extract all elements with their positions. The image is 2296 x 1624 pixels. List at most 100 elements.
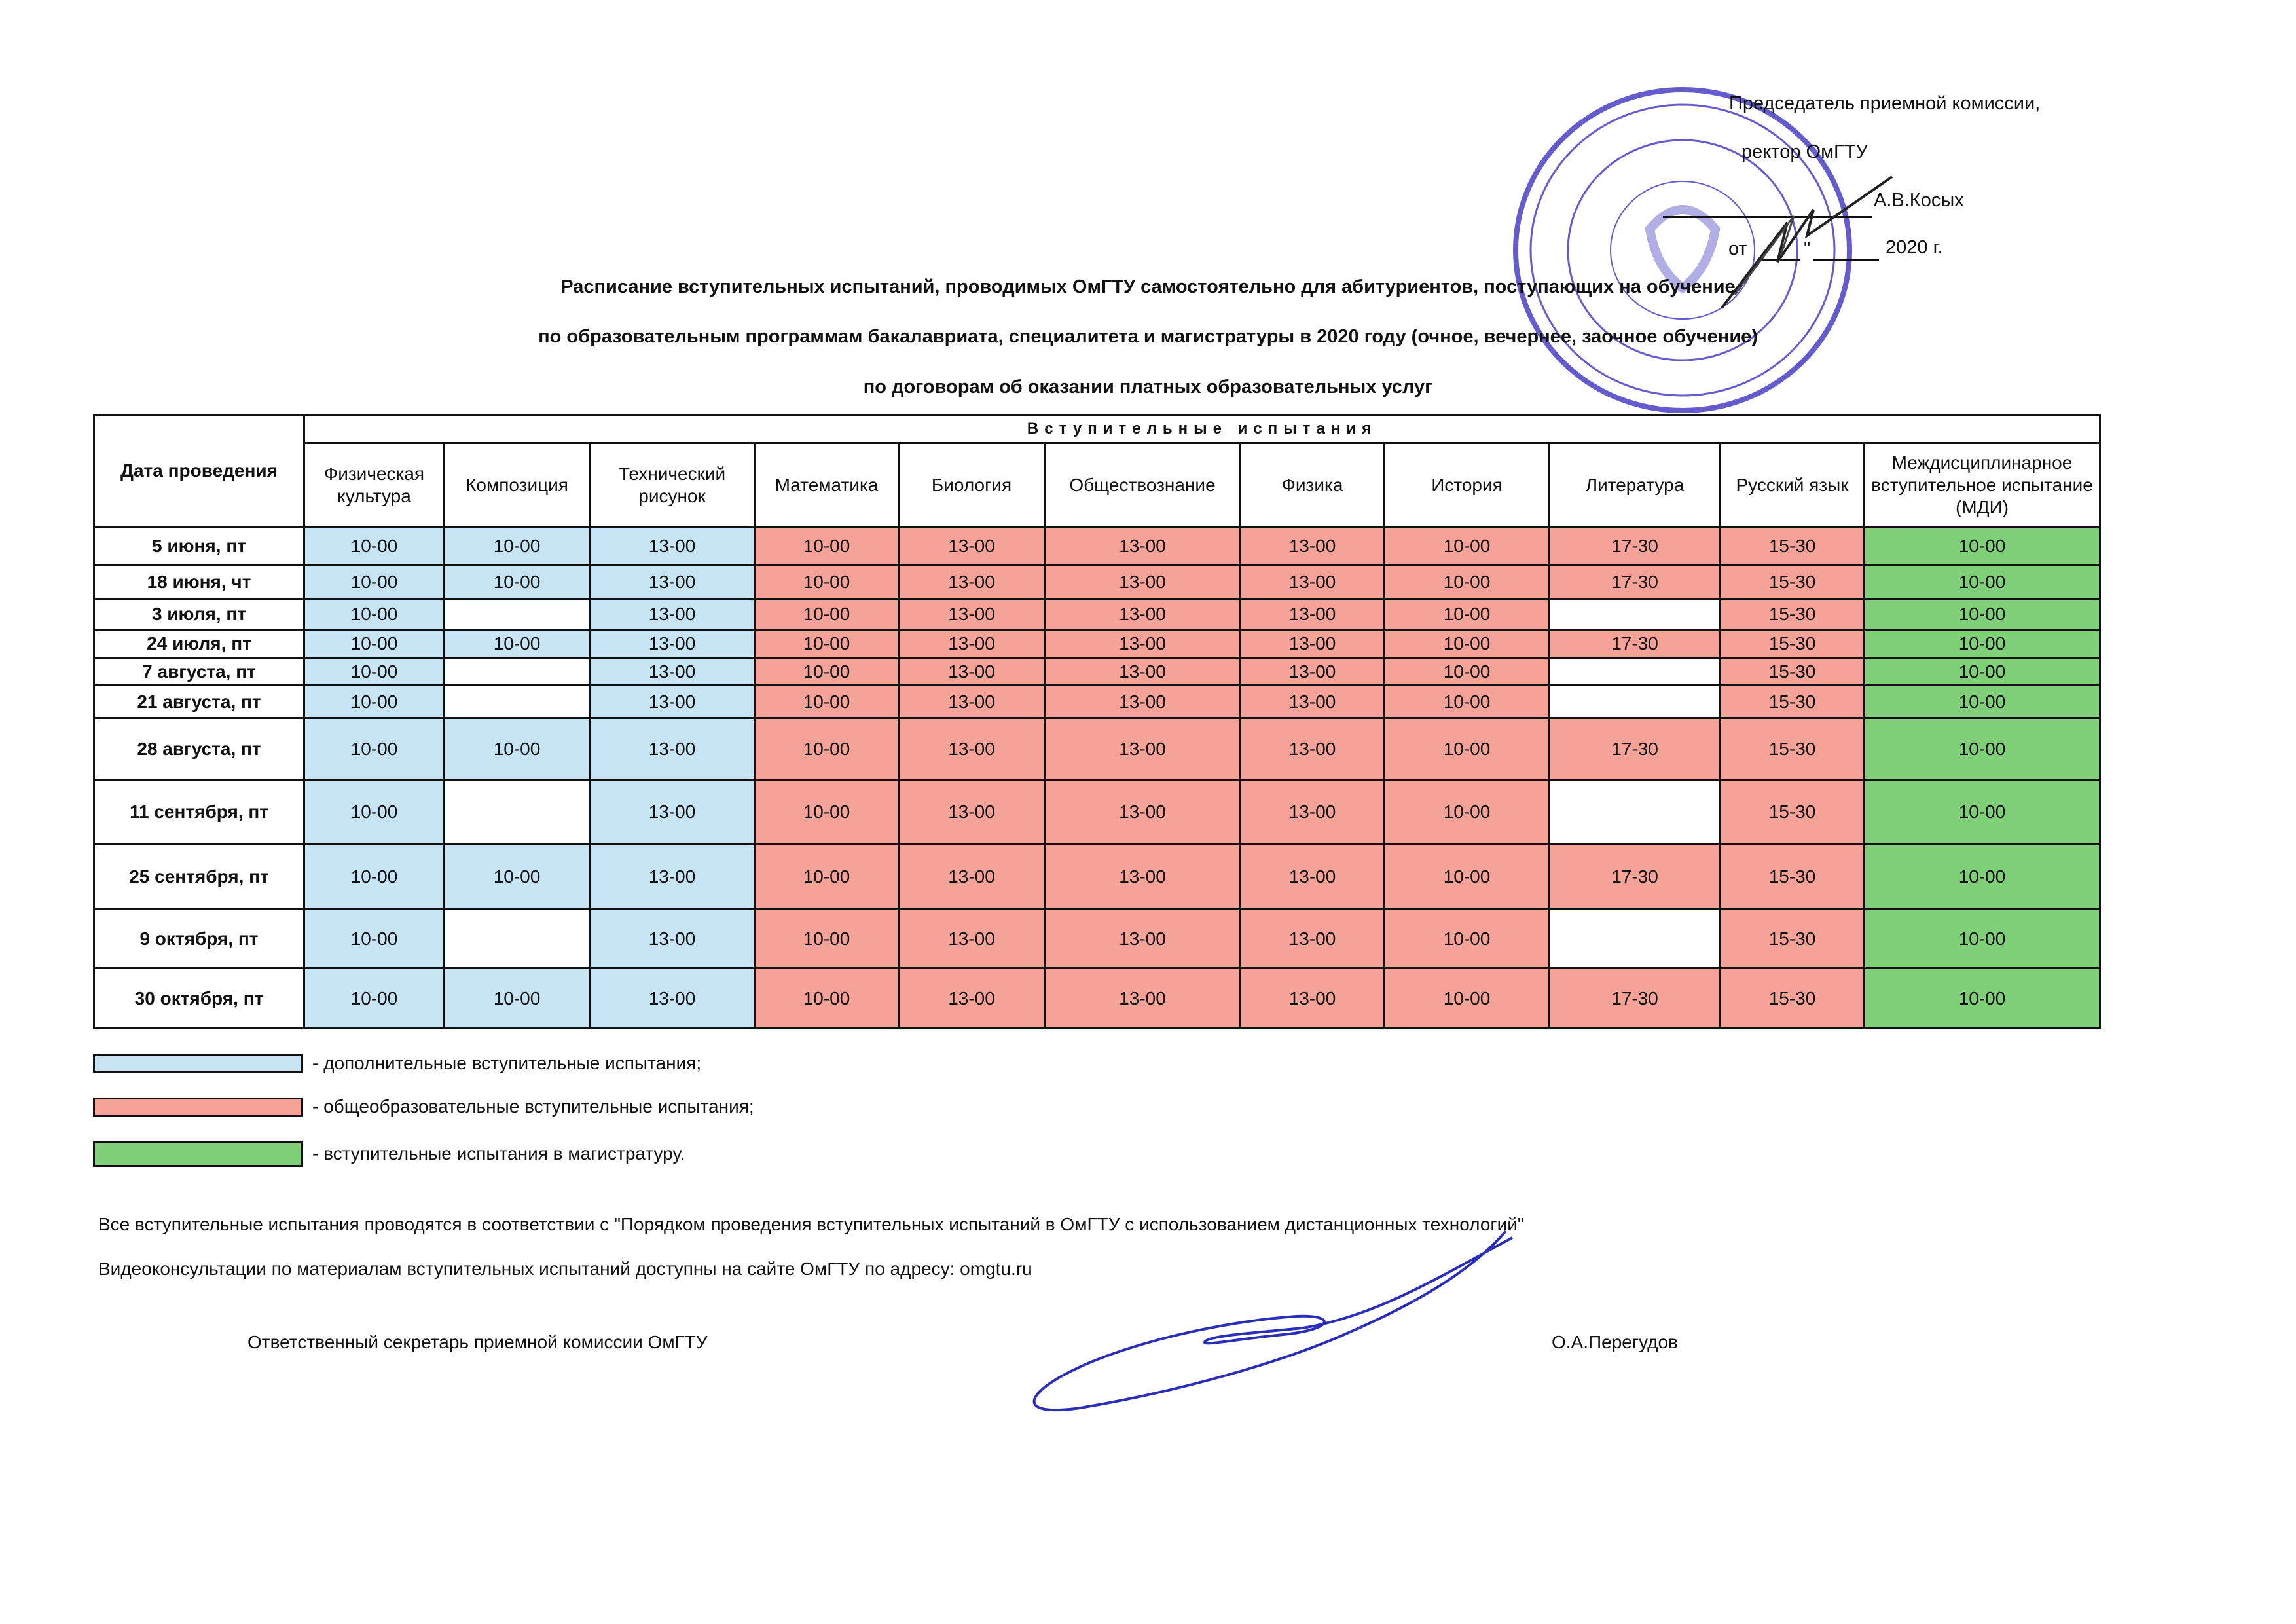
- column-header: Обществознание: [1044, 442, 1241, 528]
- exam-time-cell: 10-00: [303, 684, 445, 719]
- exam-time-cell: 10-00: [303, 598, 445, 631]
- title-line-2: по образовательным программам бакалавриа…: [538, 326, 1758, 347]
- column-header: Литература: [1548, 442, 1721, 528]
- exam-time-cell: 17-30: [1548, 843, 1721, 910]
- exam-time-cell: 15-30: [1719, 598, 1865, 631]
- exam-time-cell: 13-00: [1239, 598, 1385, 631]
- exam-time-cell: 10-00: [303, 967, 445, 1029]
- empty-cell: [443, 657, 591, 686]
- exam-time-cell: 10-00: [303, 908, 445, 969]
- exam-time-cell: 15-30: [1719, 908, 1865, 969]
- legend-swatch-general: [93, 1098, 303, 1116]
- exam-time-cell: 10-00: [1863, 526, 2101, 566]
- column-header: Русский язык: [1719, 442, 1865, 528]
- exam-time-cell: 10-00: [754, 684, 900, 719]
- empty-cell: [443, 684, 591, 719]
- empty-cell: [443, 779, 591, 845]
- date-month-line: [1813, 259, 1879, 261]
- legend-swatch-additional: [93, 1054, 303, 1073]
- approval-year: 2020 г.: [1886, 237, 1943, 258]
- exam-time-cell: 10-00: [754, 967, 900, 1029]
- exam-time-cell: 10-00: [303, 564, 445, 600]
- exam-time-cell: 10-00: [1863, 684, 2101, 719]
- column-header: Технический рисунок: [589, 442, 756, 528]
- approval-position: ректор ОмГТУ: [1741, 141, 1868, 162]
- exam-time-cell: 10-00: [303, 629, 445, 659]
- approval-date-quote: ": [1804, 238, 1811, 259]
- exam-time-cell: 10-00: [1383, 564, 1550, 600]
- exam-time-cell: 13-00: [589, 843, 756, 910]
- exam-time-cell: 10-00: [1863, 598, 2101, 631]
- exam-time-cell: 10-00: [443, 564, 591, 600]
- exam-time-cell: 13-00: [1239, 908, 1385, 969]
- exam-time-cell: 10-00: [1383, 908, 1550, 969]
- column-header: Физика: [1239, 442, 1385, 528]
- exam-time-cell: 13-00: [589, 598, 756, 631]
- exam-time-cell: 15-30: [1719, 843, 1865, 910]
- column-header: Математика: [754, 442, 900, 528]
- approval-date-prefix: от: [1728, 238, 1747, 259]
- exam-time-cell: 10-00: [303, 779, 445, 845]
- exam-time-cell: 13-00: [898, 684, 1046, 719]
- exam-time-cell: 15-30: [1719, 717, 1865, 781]
- column-header: История: [1383, 442, 1550, 528]
- exam-time-cell: 13-00: [1239, 684, 1385, 719]
- exam-time-cell: 13-00: [1044, 717, 1241, 781]
- exam-time-cell: 13-00: [898, 564, 1046, 600]
- exam-time-cell: 13-00: [1044, 657, 1241, 686]
- exam-time-cell: 10-00: [1383, 967, 1550, 1029]
- exam-time-cell: 10-00: [1863, 779, 2101, 845]
- legend-text-additional: - дополнительные вступительные испытания…: [312, 1053, 702, 1073]
- exam-time-cell: 10-00: [754, 629, 900, 659]
- exam-time-cell: 13-00: [898, 908, 1046, 969]
- exam-time-cell: 13-00: [1239, 657, 1385, 686]
- exam-time-cell: 15-30: [1719, 629, 1865, 659]
- exam-time-cell: 13-00: [1044, 967, 1241, 1029]
- exam-time-cell: 10-00: [1383, 598, 1550, 631]
- exam-time-cell: 15-30: [1719, 526, 1865, 566]
- exam-date: 25 сентября, пт: [93, 843, 305, 910]
- exam-time-cell: 17-30: [1548, 629, 1721, 659]
- table-row: 7 августа, пт 10-00 13-00 10-00 13-00 13-00 13…: [93, 657, 2101, 686]
- table-row: 30 октября, пт 10-00 10-00 13-00 10-00 13-00 1…: [93, 967, 2101, 1029]
- legend-text-master: - вступительные испытания в магистратуру…: [312, 1143, 685, 1164]
- exam-time-cell: 13-00: [898, 779, 1046, 845]
- official-stamp: [1513, 87, 1852, 413]
- exam-date: 21 августа, пт: [93, 684, 305, 719]
- secretary-position: Ответственный секретарь приемной комисси…: [247, 1332, 708, 1352]
- exam-time-cell: 13-00: [1239, 629, 1385, 659]
- exam-time-cell: 10-00: [1863, 843, 2101, 910]
- exam-time-cell: 13-00: [589, 779, 756, 845]
- exam-time-cell: 17-30: [1548, 967, 1721, 1029]
- exam-time-cell: 10-00: [1383, 657, 1550, 686]
- exam-date: 7 августа, пт: [93, 657, 305, 686]
- exam-time-cell: 10-00: [754, 779, 900, 845]
- exam-time-cell: 13-00: [589, 717, 756, 781]
- exam-time-cell: 10-00: [1383, 629, 1550, 659]
- exam-date: 30 октября, пт: [93, 967, 305, 1029]
- exam-time-cell: 15-30: [1719, 564, 1865, 600]
- exam-time-cell: 17-30: [1548, 526, 1721, 566]
- empty-cell: [1548, 598, 1721, 631]
- column-header: Физическая культура: [303, 442, 445, 528]
- exam-date: 11 сентября, пт: [93, 779, 305, 845]
- exam-time-cell: 10-00: [1863, 564, 2101, 600]
- note-video-consultations: Видеоконсультации по материалам вступите…: [98, 1259, 1032, 1279]
- title-line-1: Расписание вступительных испытаний, пров…: [560, 276, 1736, 297]
- exams-group-header: Вступительные испытания: [303, 414, 2101, 444]
- exam-time-cell: 17-30: [1548, 717, 1721, 781]
- table-row: 9 октября, пт 10-00 13-00 10-00 13-00 13-00 13…: [93, 908, 2101, 969]
- empty-cell: [1548, 908, 1721, 969]
- empty-cell: [1548, 684, 1721, 719]
- exam-time-cell: 13-00: [589, 657, 756, 686]
- column-header: Междисциплинарное вступительное испытани…: [1863, 442, 2101, 528]
- date-column-header: Дата проведения: [93, 414, 305, 528]
- exam-date: 5 июня, пт: [93, 526, 305, 566]
- exam-time-cell: 10-00: [1863, 717, 2101, 781]
- exam-time-cell: 13-00: [1044, 629, 1241, 659]
- exam-time-cell: 13-00: [1239, 843, 1385, 910]
- exam-time-cell: 10-00: [1863, 657, 2101, 686]
- schedule-table: Дата проведения Вступительные испытания …: [93, 414, 2101, 1029]
- exam-time-cell: 13-00: [1044, 684, 1241, 719]
- exam-time-cell: 10-00: [443, 717, 591, 781]
